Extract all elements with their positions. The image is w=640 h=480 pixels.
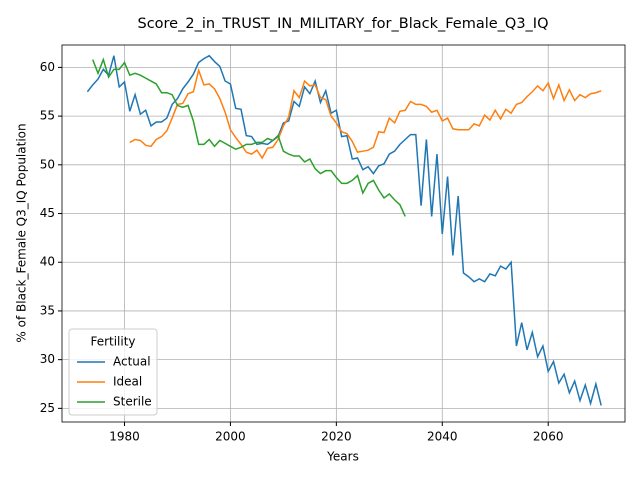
legend-box [68,328,158,416]
legend-title: Fertility [90,335,135,349]
chart-title: Score_2_in_TRUST_IN_MILITARY_for_Black_F… [137,16,548,32]
y-tick-label: 45 [40,206,55,220]
y-tick-label: 30 [40,352,55,366]
legend-label: Sterile [113,395,152,409]
x-tick-label: 2060 [533,430,564,444]
legend-label: Actual [113,355,151,369]
x-tick-label: 1980 [109,430,140,444]
y-tick-label: 40 [40,255,55,269]
line-series [129,67,602,160]
line-series [92,57,406,217]
x-tick-label: 2040 [427,430,458,444]
x-axis-label: Years [326,450,359,464]
y-tick-label: 35 [40,303,55,317]
legend-label: Ideal [113,375,142,389]
x-tick-label: 2000 [215,430,246,444]
y-tick-label: 50 [40,157,55,171]
line-series [86,54,602,407]
plot-frame [61,44,626,423]
y-tick-label: 60 [40,60,55,74]
x-tick-label: 2020 [321,430,352,444]
y-axis-label: % of Black_Female Q3_IQ Population [15,123,29,342]
y-tick-label: 55 [40,109,55,123]
y-tick-label: 25 [40,401,55,415]
